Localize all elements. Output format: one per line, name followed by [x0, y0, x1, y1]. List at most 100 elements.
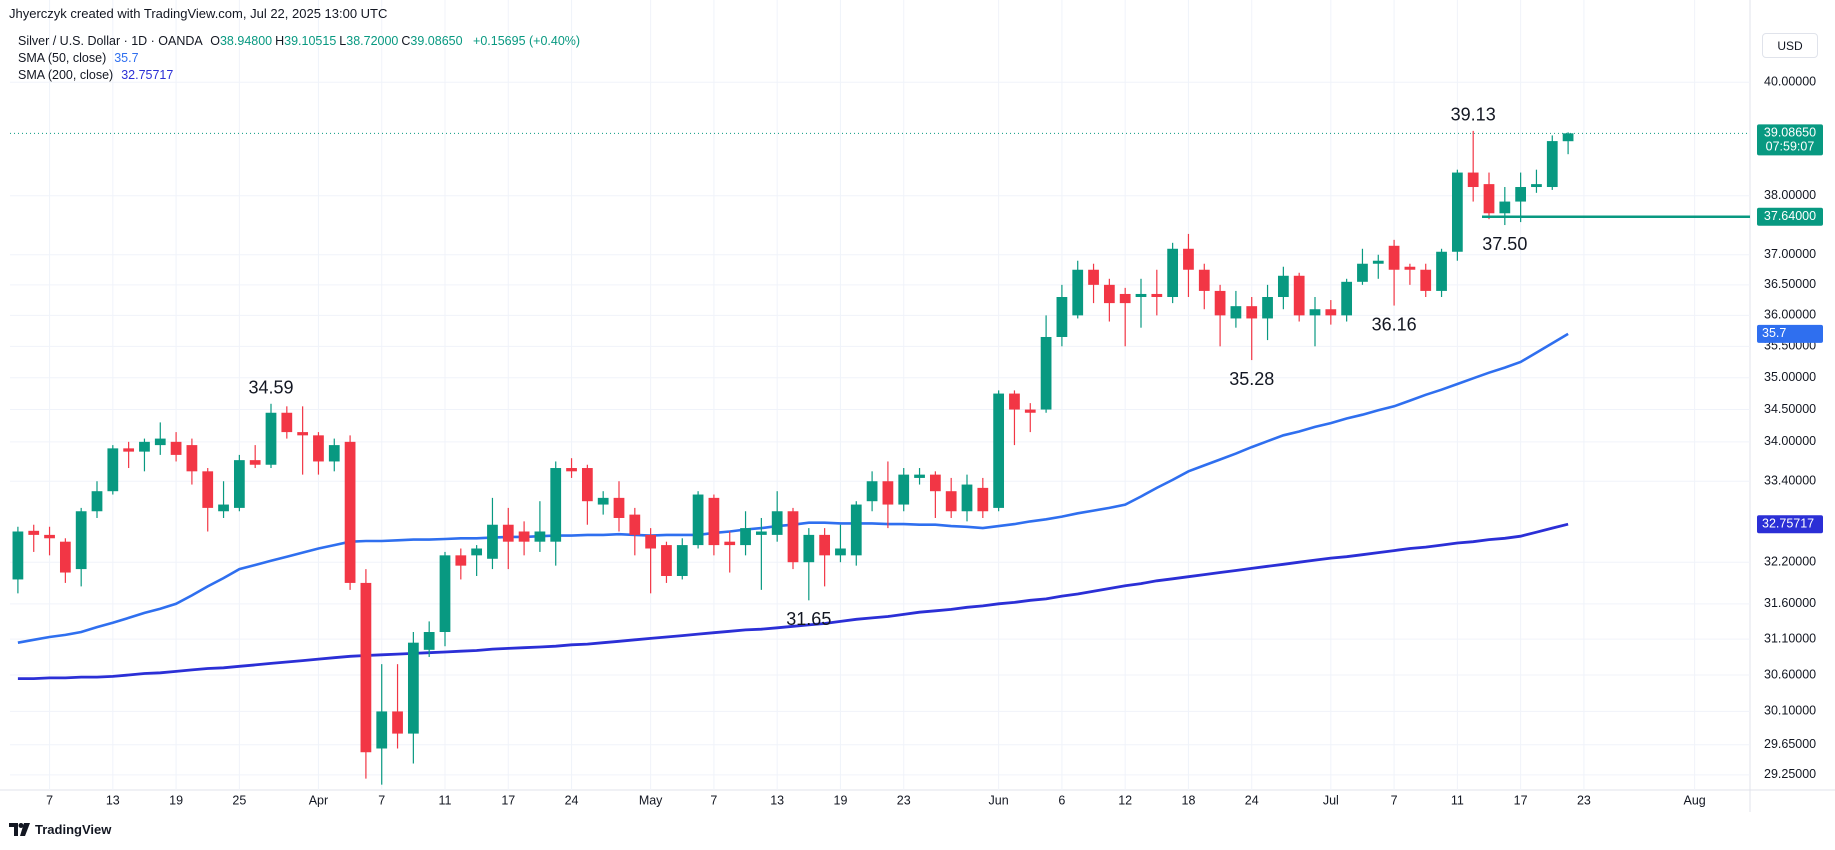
- candle-body: [581, 468, 593, 502]
- x-tick-label: 7: [710, 793, 717, 807]
- y-tick-label: 30.10000: [1764, 704, 1816, 718]
- candle-body: [1436, 251, 1447, 291]
- candle-body: [59, 541, 71, 573]
- x-tick-label: 24: [1245, 793, 1259, 807]
- y-tick-label: 38.00000: [1764, 188, 1816, 202]
- candle-body: [502, 524, 514, 542]
- candle-body: [661, 545, 672, 576]
- candle-body: [1499, 201, 1511, 214]
- y-tick-label: 33.40000: [1764, 474, 1816, 488]
- candle-body: [1246, 306, 1258, 319]
- candle-body: [977, 487, 989, 512]
- y-tick-label: 36.50000: [1764, 277, 1816, 291]
- y-tick-label: 29.25000: [1764, 767, 1816, 781]
- brand-name: TradingView: [35, 822, 112, 837]
- y-tick-label: 34.00000: [1764, 434, 1816, 448]
- candle-body: [518, 531, 530, 542]
- current-price-label: 39.08650: [1764, 126, 1816, 140]
- x-tick-label: 7: [1391, 793, 1398, 807]
- candle-body: [1357, 263, 1368, 282]
- candle-body: [1072, 269, 1084, 316]
- candle-body: [1230, 306, 1242, 319]
- candle-body: [645, 534, 657, 549]
- candle-body: [44, 534, 55, 539]
- candle-body: [1088, 269, 1099, 285]
- candle-body: [360, 582, 372, 753]
- candle-body: [914, 474, 925, 478]
- candle-body: [249, 460, 261, 465]
- x-tick-label: 25: [232, 793, 246, 807]
- brand: TradingView: [9, 822, 111, 837]
- candle-body: [344, 441, 356, 583]
- candle-body: [1277, 275, 1289, 298]
- countdown: 07:59:07: [1766, 140, 1815, 154]
- x-tick-label: 19: [169, 793, 183, 807]
- y-tick-label: 34.50000: [1764, 402, 1816, 416]
- sma-tag: [1757, 515, 1823, 534]
- low-annotation: 37.50: [1482, 234, 1527, 254]
- candle-body: [1040, 336, 1052, 410]
- candle-body: [28, 530, 40, 535]
- candle-body: [439, 555, 451, 633]
- candle-body: [755, 531, 767, 535]
- candle-body: [1515, 187, 1527, 202]
- candle-body: [866, 481, 878, 502]
- candle-body: [771, 511, 783, 535]
- sma-tag-label: 35.7: [1762, 326, 1786, 340]
- candle-body: [487, 524, 498, 559]
- x-tick-label: 17: [1514, 793, 1528, 807]
- ohlc-label: O: [210, 34, 220, 48]
- sma-tag: [1757, 324, 1823, 343]
- candle-body: [265, 412, 277, 465]
- candle-body: [1024, 409, 1036, 413]
- x-tick-label: 18: [1182, 793, 1196, 807]
- x-tick-label: 23: [1577, 793, 1591, 807]
- ohlc-value: 38.72000: [346, 34, 399, 48]
- x-tick-label: Aug: [1684, 793, 1706, 807]
- low-annotation: 31.65: [786, 609, 831, 629]
- candle-body: [313, 435, 324, 462]
- x-tick-label: May: [639, 793, 663, 807]
- candle-body: [1404, 266, 1416, 270]
- candle-body: [692, 494, 704, 546]
- credit: Jhyerczyk created with TradingView.com, …: [9, 6, 388, 21]
- candle-body: [1198, 269, 1210, 291]
- candle-body: [597, 497, 609, 505]
- candle-body: [740, 528, 751, 546]
- candle-body: [455, 555, 467, 566]
- ohlc-label: C: [401, 34, 411, 48]
- x-tick-label: 7: [46, 793, 53, 807]
- low-annotation: 36.16: [1372, 314, 1417, 334]
- candle-body: [945, 491, 957, 512]
- candle-body: [91, 491, 103, 512]
- candle-body: [1420, 269, 1432, 291]
- candle-body: [1183, 248, 1194, 270]
- candle-body: [407, 642, 419, 734]
- candle-body: [12, 531, 24, 580]
- candle-body: [550, 468, 562, 542]
- candle-body: [882, 481, 894, 505]
- candle-body: [929, 474, 941, 492]
- candle-body: [1056, 297, 1068, 337]
- candle-body: [1562, 133, 1574, 142]
- candle-body: [961, 484, 973, 512]
- y-tick-label: 35.00000: [1764, 370, 1816, 384]
- x-tick-label: Jul: [1323, 793, 1339, 807]
- price-tag-label: 37.64000: [1764, 209, 1816, 223]
- currency-button[interactable]: USD: [1762, 33, 1818, 58]
- candle-body: [787, 511, 799, 563]
- candle-body: [1467, 172, 1479, 188]
- legend-value: 32.75717: [121, 68, 174, 82]
- sma-line: [17, 522, 1569, 680]
- legend-value: 35.7: [114, 51, 139, 65]
- ohlc: O38.94800 H39.10515 L38.72000 C39.08650: [210, 34, 465, 48]
- y-tick-label: 37.00000: [1764, 247, 1816, 261]
- y-tick-label: 30.60000: [1764, 667, 1816, 681]
- candle-body: [1341, 281, 1353, 316]
- candle-body: [1167, 248, 1179, 298]
- x-tick-label: 24: [565, 793, 579, 807]
- candle-body: [1262, 297, 1273, 319]
- candle-body: [1009, 393, 1020, 410]
- candle-body: [154, 438, 166, 446]
